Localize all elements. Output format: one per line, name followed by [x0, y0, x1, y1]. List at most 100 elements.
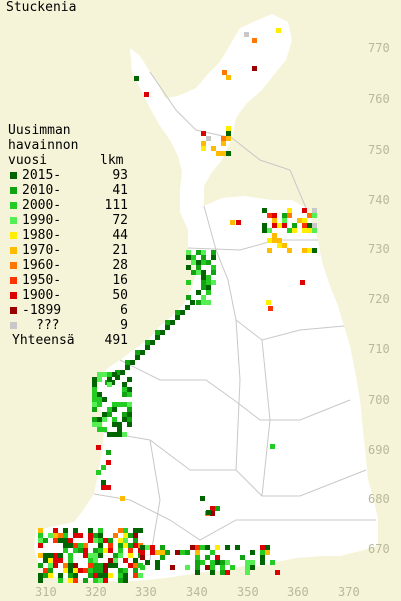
observation-square [128, 533, 133, 538]
observation-square [211, 250, 216, 255]
observation-square [210, 560, 215, 565]
observation-square [201, 280, 206, 285]
observation-square [282, 223, 287, 228]
observation-square [88, 563, 93, 568]
observation-square [88, 538, 93, 543]
observation-square [206, 285, 211, 290]
legend-rows: 2015- 93 2010- 41 2000- 111 1990- 72 1980- 44… [8, 168, 128, 333]
observation-square [307, 228, 312, 233]
observation-square [127, 417, 132, 422]
legend-swatch [10, 247, 17, 254]
observation-square [48, 563, 53, 568]
region-border [261, 339, 271, 497]
observation-square [191, 260, 196, 265]
legend-count: 6 [120, 303, 128, 318]
map-title: Stuckenia [6, 0, 77, 15]
observation-square [133, 543, 138, 548]
y-tick: 730 [368, 242, 390, 256]
observation-square [97, 397, 102, 402]
observation-square [165, 325, 170, 330]
observation-square [127, 402, 132, 407]
observation-square [97, 422, 102, 427]
observation-square [43, 568, 48, 573]
observation-square [201, 131, 206, 136]
observation-square [196, 290, 201, 295]
observation-square [175, 550, 180, 555]
observation-square [135, 355, 140, 360]
legend-row: 1960- 28 [8, 258, 128, 273]
observation-square [108, 563, 113, 568]
observation-square [185, 550, 190, 555]
observation-square [145, 545, 150, 550]
legend-total-label: Yhteensä [12, 333, 75, 348]
legend-label: -1899 [22, 303, 62, 318]
observation-square [123, 543, 128, 548]
observation-square [180, 550, 185, 555]
observation-square [272, 233, 277, 238]
observation-square [195, 555, 200, 560]
observation-square [38, 543, 43, 548]
observation-square [97, 402, 102, 407]
legend-row: 1990- 72 [8, 213, 128, 228]
observation-square [58, 558, 63, 563]
observation-square [92, 407, 97, 412]
legend-heading-2: havainnon [8, 138, 79, 153]
observation-square [272, 213, 277, 218]
y-tick: 760 [368, 92, 390, 106]
observation-square [78, 543, 83, 548]
observation-square [102, 372, 107, 377]
observation-square [140, 545, 145, 550]
observation-square [117, 427, 122, 432]
observation-square [135, 350, 140, 355]
region-border [119, 359, 351, 421]
observation-square [222, 70, 227, 75]
observation-square [211, 280, 216, 285]
observation-square [160, 555, 165, 560]
observation-square [201, 300, 206, 305]
observation-square [93, 563, 98, 568]
observation-square [165, 320, 170, 325]
observation-square [48, 553, 53, 558]
observation-square [102, 427, 107, 432]
observation-square [220, 570, 225, 575]
legend-count-header: lkm [100, 153, 124, 168]
observation-square [206, 260, 211, 265]
observation-square [68, 578, 73, 583]
legend-column-headers: vuosi lkm [8, 153, 123, 168]
observation-square [221, 136, 226, 141]
observation-square [133, 528, 138, 533]
observation-square [118, 543, 123, 548]
observation-square [38, 528, 43, 533]
observation-square [225, 560, 230, 565]
observation-square [133, 568, 138, 573]
legend-label: ??? [36, 318, 60, 333]
observation-square [144, 92, 149, 97]
observation-square [98, 578, 103, 583]
observation-square [108, 543, 113, 548]
observation-square [122, 382, 127, 387]
observation-square [267, 238, 272, 243]
observation-square [38, 538, 43, 543]
observation-square [185, 565, 190, 570]
observation-square [262, 228, 267, 233]
y-tick: 680 [368, 492, 390, 506]
observation-square [130, 360, 135, 365]
legend-count: 93 [112, 168, 128, 183]
legend-row: 1980- 44 [8, 228, 128, 243]
observation-square [92, 392, 97, 397]
observation-square [134, 76, 139, 81]
observation-square [43, 538, 48, 543]
observation-square [191, 270, 196, 275]
observation-square [83, 553, 88, 558]
observation-square [307, 248, 312, 253]
legend-total-count: 491 [104, 333, 128, 348]
observation-square [93, 533, 98, 538]
observation-square [272, 238, 277, 243]
observation-square [210, 511, 215, 516]
observation-square [272, 223, 277, 228]
observation-square [118, 573, 123, 578]
observation-square [112, 417, 117, 422]
y-tick: 670 [368, 542, 390, 556]
legend-year-header: vuosi [8, 153, 48, 168]
observation-square [292, 228, 297, 233]
